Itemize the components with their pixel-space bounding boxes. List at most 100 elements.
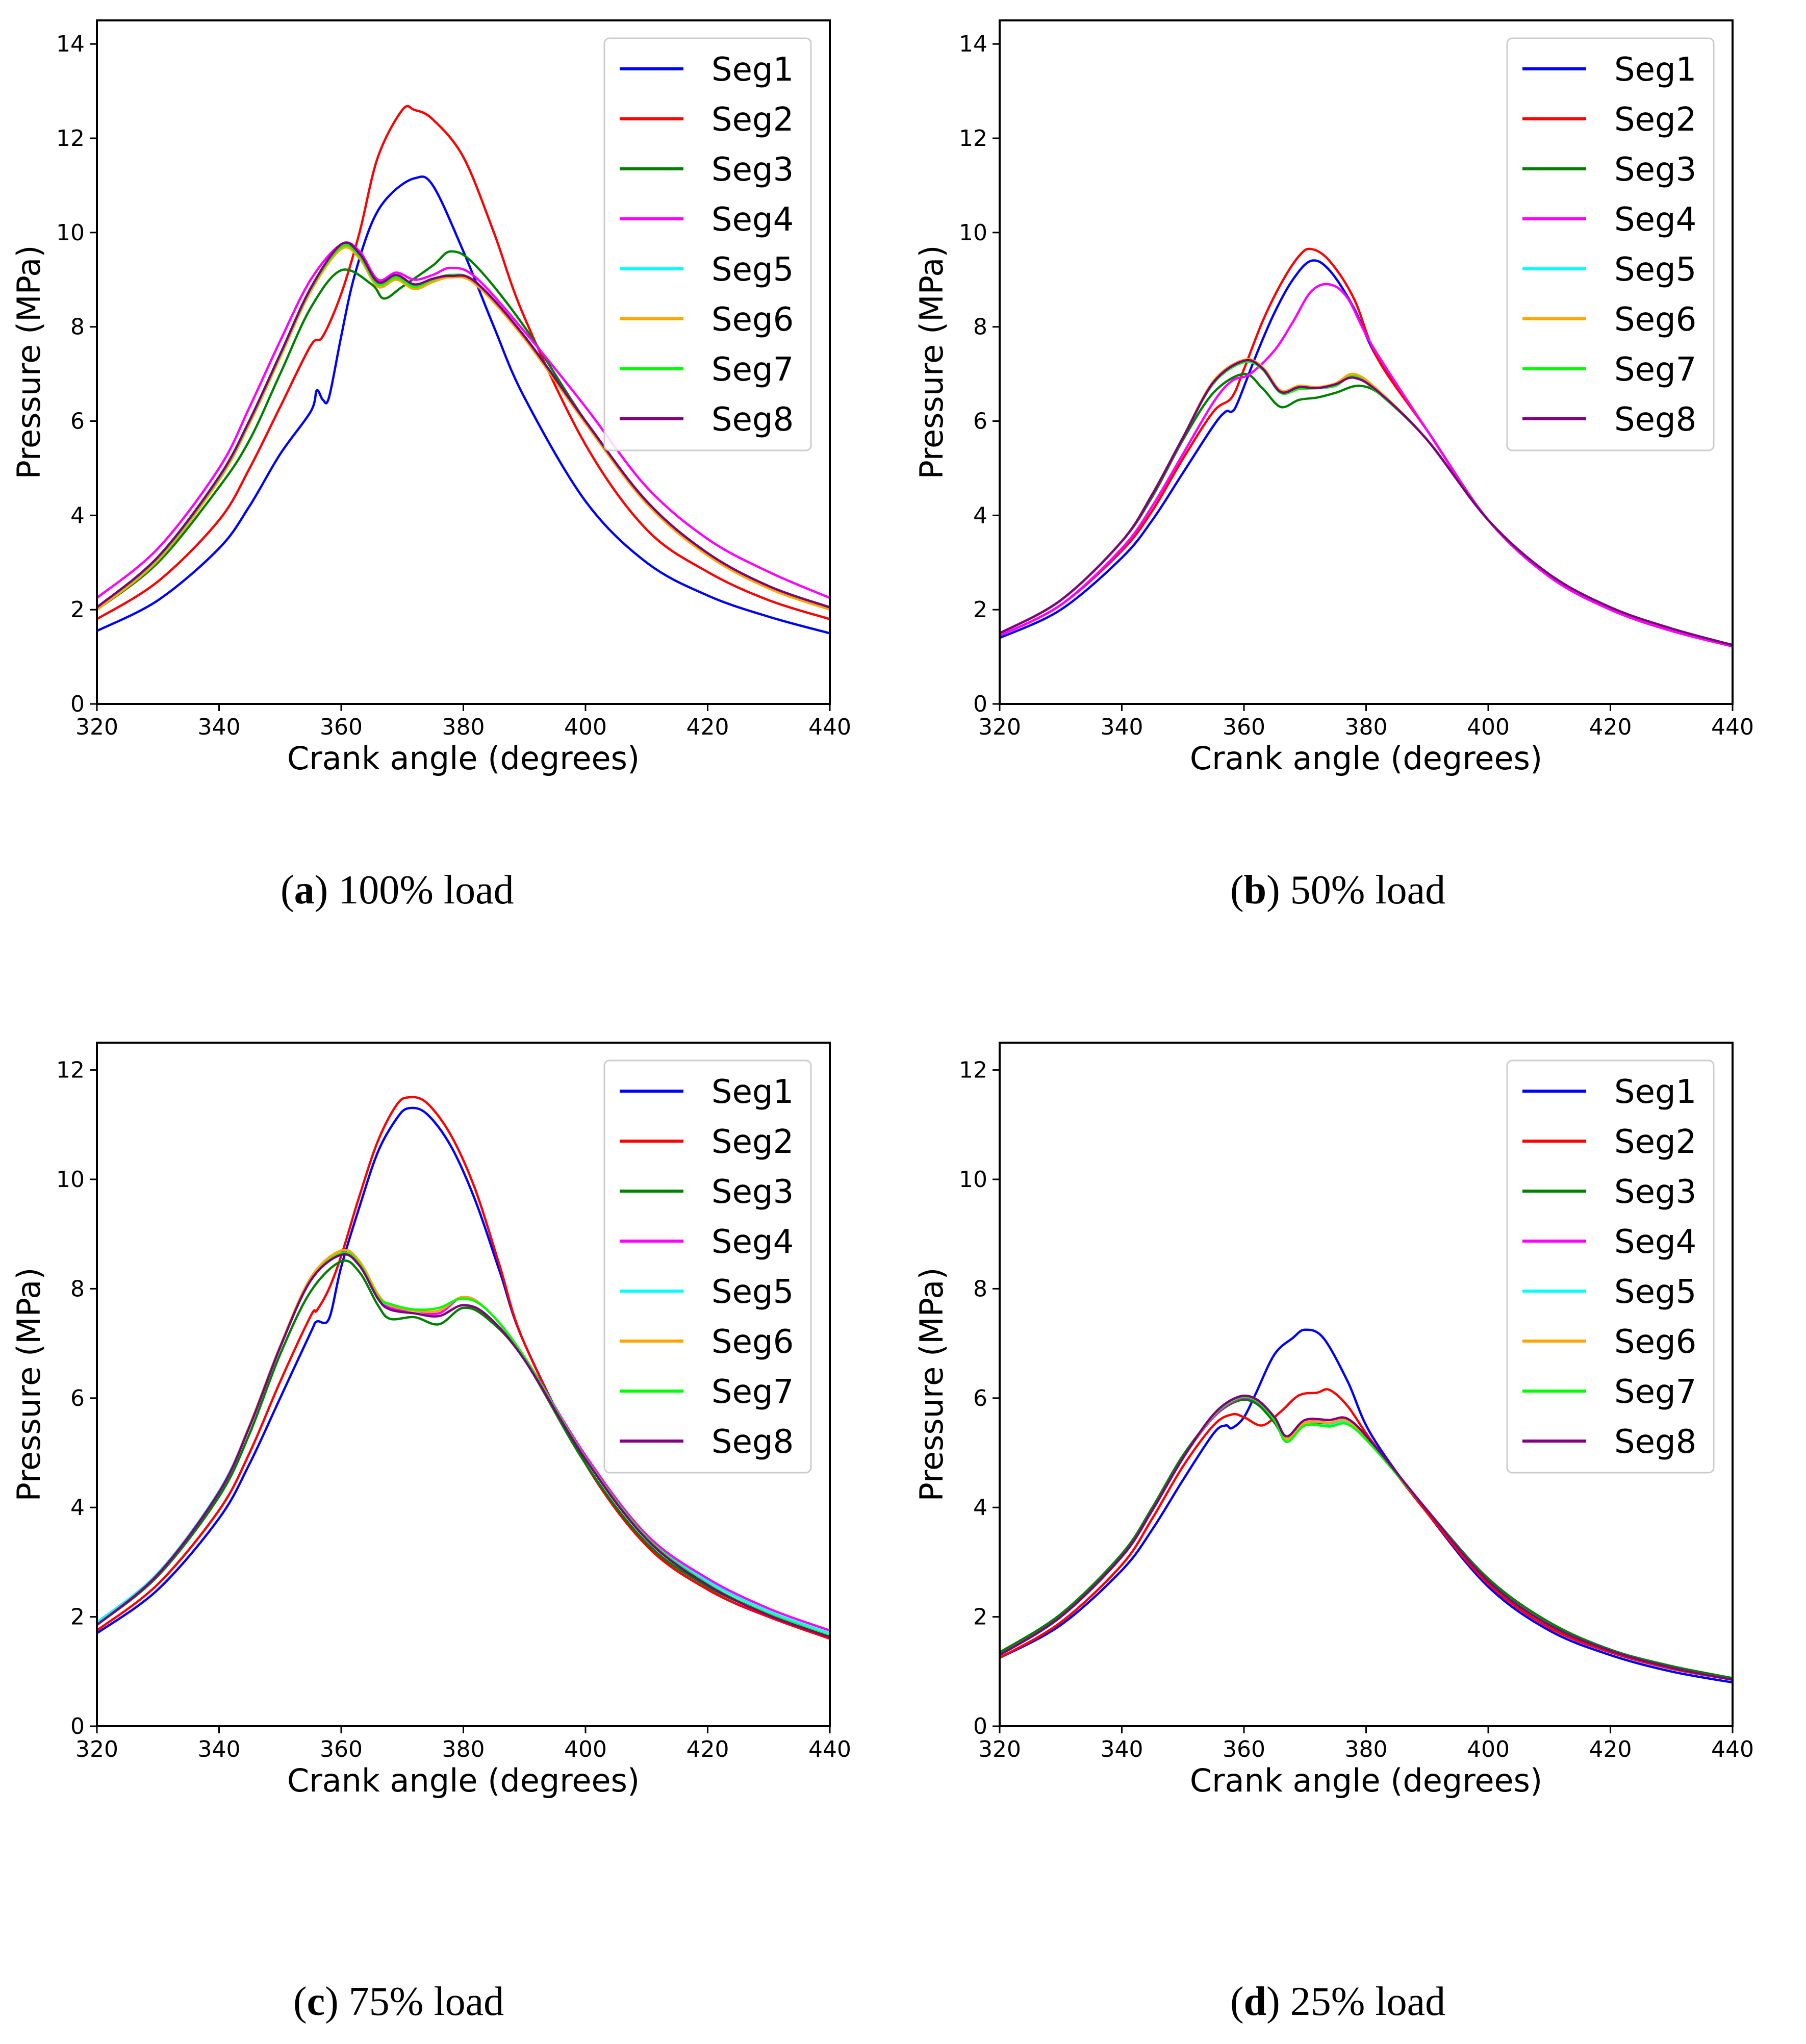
y-tick-label: 0 <box>70 691 85 717</box>
chart-panel-a: 320 340 360 380 400 420 440 0 2 4 6 8 10 12 14 Crank an… <box>0 0 903 1022</box>
legend-label-seg5: Seg5 <box>711 1273 794 1311</box>
legend-label-seg6: Seg6 <box>711 1323 794 1361</box>
series-line-seg8 <box>97 1253 830 1638</box>
x-tick-label: 400 <box>1467 1736 1510 1762</box>
series-line-seg8 <box>1000 1394 1733 1681</box>
chart-svg-a: 320 340 360 380 400 420 440 0 2 4 6 8 10 12 14 Crank an… <box>10 19 851 777</box>
x-tick-label: 440 <box>808 1736 851 1762</box>
x-tick-label: 360 <box>320 714 363 740</box>
legend-box <box>603 37 812 451</box>
caption-text: 75% load <box>348 1979 504 2024</box>
caption-text: 50% load <box>1290 868 1446 913</box>
y-tick-label: 8 <box>70 314 85 340</box>
legend-label-seg3: Seg3 <box>711 1173 794 1211</box>
chart-svg-b: 320 340 360 380 400 420 440 0 2 4 6 8 10 12 14 Crank an… <box>913 19 1754 777</box>
caption-letter: c <box>307 1979 325 2024</box>
legend-label-seg2: Seg2 <box>1614 101 1696 139</box>
y-tick-label: 4 <box>973 1495 987 1521</box>
series-line-seg8 <box>1000 359 1733 646</box>
legend-label-seg8: Seg8 <box>1614 401 1696 439</box>
y-tick-label: 6 <box>973 1385 987 1411</box>
x-tick-label: 340 <box>198 1736 241 1762</box>
legend: Seg1 Seg2 Seg3 Seg4 Seg5 Seg6 Seg7 Seg8 <box>1506 1059 1715 1474</box>
y-tick-label: 10 <box>959 220 987 246</box>
chart-panel-d: 320 340 360 380 400 420 440 0 2 4 6 8 10 12 Crank angl… <box>903 1022 1805 2044</box>
series-group <box>1000 1328 1733 1684</box>
x-tick-label: 400 <box>564 714 607 740</box>
series-line-seg1 <box>97 175 830 635</box>
x-tick-label: 420 <box>686 714 729 740</box>
y-tick-label: 14 <box>959 31 987 57</box>
legend: Seg1 Seg2 Seg3 Seg4 Seg5 Seg6 Seg7 Seg8 <box>1506 37 1715 451</box>
x-tick-label: 440 <box>1711 714 1754 740</box>
y-tick-label: 6 <box>70 1385 85 1411</box>
x-tick-label: 360 <box>320 1736 363 1762</box>
series-line-seg3 <box>97 1259 830 1637</box>
y-tick-label: 0 <box>973 1713 987 1739</box>
legend-label-seg2: Seg2 <box>1614 1123 1696 1161</box>
y-tick-label: 4 <box>70 502 85 528</box>
y-axis-label: Pressure (MPa) <box>10 245 47 480</box>
caption-c: (c) 75% load <box>293 1979 504 2024</box>
y-tick-label: 0 <box>70 1713 85 1739</box>
legend-label-seg4: Seg4 <box>711 201 794 239</box>
chart-panel-c: 320 340 360 380 400 420 440 0 2 4 6 8 10 12 Crank angl… <box>0 1022 903 2044</box>
legend-box <box>603 1059 812 1474</box>
y-tick-label: 2 <box>70 597 85 623</box>
legend-label-seg1: Seg1 <box>711 1073 794 1111</box>
x-tick-label: 320 <box>75 1736 118 1762</box>
y-tick-label: 2 <box>70 1604 85 1630</box>
chart-svg-c: 320 340 360 380 400 420 440 0 2 4 6 8 10 12 Crank angl… <box>10 1042 851 1799</box>
x-tick-label: 340 <box>1101 714 1143 740</box>
legend-label-seg5: Seg5 <box>711 251 794 289</box>
legend-label-seg3: Seg3 <box>1614 1173 1696 1211</box>
legend: Seg1 Seg2 Seg3 Seg4 Seg5 Seg6 Seg7 Seg8 <box>603 1059 812 1474</box>
caption-a: (a) 100% load <box>281 868 514 913</box>
caption-text: 25% load <box>1290 1979 1446 2024</box>
x-tick-label: 380 <box>442 1736 485 1762</box>
x-tick-label: 440 <box>808 714 851 740</box>
caption-text: 100% load <box>338 868 514 913</box>
series-line-seg4 <box>97 241 830 599</box>
y-tick-label: 6 <box>70 409 85 435</box>
legend-label-seg2: Seg2 <box>711 1123 794 1161</box>
series-line-seg4 <box>1000 283 1733 648</box>
legend-label-seg8: Seg8 <box>711 401 794 439</box>
x-tick-label: 400 <box>1467 714 1510 740</box>
x-tick-label: 340 <box>198 714 241 740</box>
legend-label-seg6: Seg6 <box>1614 1323 1696 1361</box>
legend-label-seg8: Seg8 <box>711 1423 794 1461</box>
caption-letter: b <box>1243 868 1267 913</box>
y-tick-label: 8 <box>70 1276 85 1302</box>
x-tick-label: 320 <box>978 1736 1021 1762</box>
legend-label-seg5: Seg5 <box>1614 1273 1696 1311</box>
x-tick-label: 360 <box>1223 1736 1265 1762</box>
x-tick-label: 440 <box>1711 1736 1754 1762</box>
y-axis-label: Pressure (MPa) <box>913 1268 950 1502</box>
x-tick-label: 340 <box>1101 1736 1143 1762</box>
x-tick-label: 320 <box>75 714 118 740</box>
series-line-seg1 <box>1000 1328 1733 1684</box>
series-group <box>1000 247 1733 648</box>
y-tick-label: 10 <box>959 1167 987 1193</box>
series-line-seg2 <box>1000 1388 1733 1681</box>
y-tick-label: 2 <box>973 597 987 623</box>
y-tick-label: 4 <box>973 502 987 528</box>
legend-box <box>1506 37 1715 451</box>
x-tick-label: 420 <box>686 1736 729 1762</box>
y-tick-label: 14 <box>56 31 85 57</box>
legend-label-seg7: Seg7 <box>1614 351 1696 389</box>
legend-label-seg7: Seg7 <box>1614 1373 1696 1411</box>
y-tick-label: 12 <box>56 125 85 152</box>
y-tick-label: 6 <box>973 409 987 435</box>
legend-label-seg8: Seg8 <box>1614 1423 1696 1461</box>
y-tick-label: 4 <box>70 1495 85 1521</box>
x-axis-label: Crank angle (degrees) <box>287 740 640 777</box>
x-tick-label: 360 <box>1223 714 1265 740</box>
legend-label-seg2: Seg2 <box>711 101 794 139</box>
legend-label-seg6: Seg6 <box>1614 301 1696 339</box>
x-axis-label: Crank angle (degrees) <box>1190 740 1542 777</box>
legend: Seg1 Seg2 Seg3 Seg4 Seg5 Seg6 Seg7 Seg8 <box>603 37 812 451</box>
legend-label-seg4: Seg4 <box>1614 201 1696 239</box>
x-tick-label: 380 <box>1345 714 1388 740</box>
